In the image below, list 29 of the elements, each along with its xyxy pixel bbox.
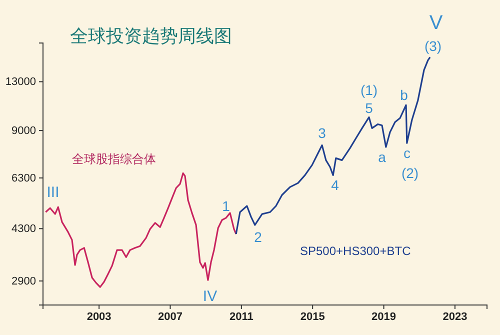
annotation: 1 [222,198,230,214]
annotation: c [404,145,410,161]
annotation: 5 [365,100,374,116]
annotation: 全球股指综合体 [72,152,156,166]
annotation: 2 [254,229,262,245]
annotation: 3 [318,125,326,141]
y-tick-label: 13000 [5,76,36,88]
y-tick-label: 2900 [12,275,36,288]
annotation: 4 [331,177,340,193]
x-tick-label: 2015 [300,310,325,323]
y-tick-label: 6300 [12,172,36,184]
x-tick-label: 2007 [158,310,182,323]
x-tick-label: 2011 [229,310,254,323]
annotation: IV [202,288,218,305]
annotation: SP500+HS300+BTC [300,244,412,258]
x-tick-label: 2019 [372,310,396,323]
x-tick-label: 2003 [86,310,112,323]
chart-title: 全球投资趋势周线图 [70,26,232,46]
annotation: (3) [424,38,442,54]
annotation: (2) [401,165,419,181]
annotation: b [400,87,408,103]
annotation: (1) [360,82,378,98]
y-tick-label: 9000 [12,125,36,138]
y-tick-label: 4300 [12,223,36,236]
line-series [44,172,237,288]
x-tick-label: 2023 [442,310,468,323]
text: V [429,12,444,34]
annotation: a [378,149,386,165]
annotation: III [46,184,60,201]
